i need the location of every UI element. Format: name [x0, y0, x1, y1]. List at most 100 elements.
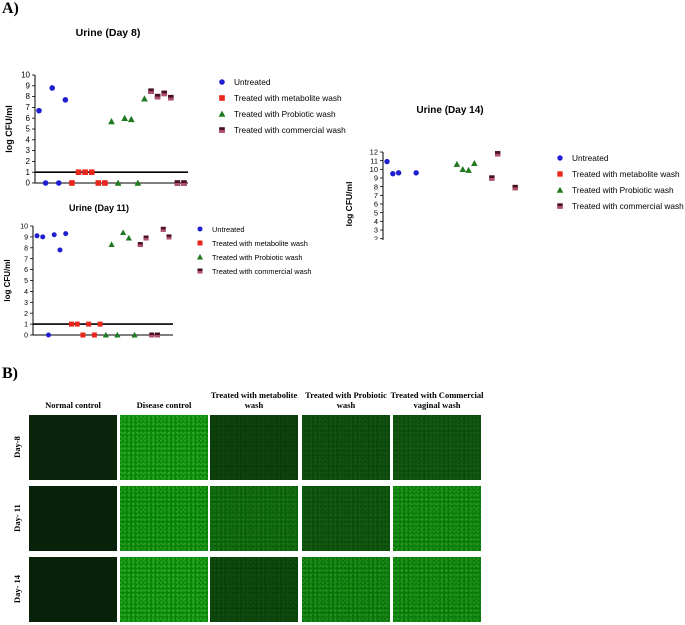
- data-point: [75, 169, 82, 175]
- chart-urine-day8: Urine (Day 8) 0 1 2 3 45 6 7 8 910 log CFU/ml Untre…: [4, 27, 346, 188]
- micrograph-tile: [120, 486, 208, 551]
- legend-marker: [197, 240, 203, 246]
- data-point: [114, 179, 122, 186]
- y-tick-label: 5: [374, 208, 378, 217]
- y-tick-label: 1: [26, 168, 31, 177]
- micrograph-tile: [302, 486, 390, 551]
- data-point: [131, 331, 138, 338]
- legend-label: Treated with Probiotic wash: [212, 253, 303, 262]
- y-tick-label: 6: [374, 200, 378, 209]
- y-tick-label: 8: [374, 182, 378, 191]
- data-point: [125, 234, 132, 241]
- data-point: [459, 166, 467, 173]
- y-tick-label: 2: [24, 311, 28, 318]
- chart-title: Urine (Day 8): [76, 27, 141, 39]
- legend-label: Treated with metabolite wash: [234, 93, 342, 103]
- chart-title: Urine (Day 11): [69, 203, 129, 213]
- data-point: [114, 331, 121, 338]
- y-axis-label: log CFU/ml: [3, 259, 12, 301]
- y-tick-label: 5: [24, 278, 28, 285]
- data-point: [453, 160, 461, 167]
- legend-marker: [219, 127, 225, 133]
- y-tick-label: 7: [374, 191, 378, 200]
- legend-label: Treated with Probiotic wash: [234, 109, 336, 119]
- y-tick-label: 10: [21, 71, 30, 80]
- y-tick-label: 0: [24, 333, 28, 340]
- y-tick-label: 4: [26, 135, 31, 144]
- micrograph-tile: [210, 415, 298, 480]
- data-point: [51, 232, 57, 238]
- data-point: [34, 233, 40, 239]
- y-tick-label: 11: [370, 156, 378, 165]
- y-tick-label: 7: [24, 256, 28, 263]
- data-point: [36, 107, 42, 114]
- y-tick-label: 12: [370, 148, 378, 157]
- data-point: [102, 180, 108, 186]
- y-axis-label: log CFU/ml: [4, 105, 14, 153]
- y-tick-label: 1: [24, 322, 28, 329]
- micrograph-tile: [393, 415, 481, 480]
- data-point: [168, 94, 174, 101]
- data-point: [40, 234, 46, 240]
- y-tick-label: 8: [26, 92, 31, 101]
- legend-label: Untreated: [234, 77, 271, 87]
- y-tick-label: 3: [26, 146, 31, 155]
- data-point: [88, 169, 95, 175]
- legend-label: Untreated: [572, 153, 609, 163]
- data-point: [108, 241, 115, 248]
- micrograph-tile: [120, 415, 208, 480]
- micrograph-column-label: Treated with metabolite wash: [210, 390, 298, 410]
- data-point: [148, 88, 154, 94]
- legend-label: Treated with commercial wash: [212, 267, 312, 276]
- micrograph-row-label: Day- 14: [12, 574, 22, 603]
- y-tick-label: 4: [24, 289, 28, 296]
- legend-label: Treated with commercial wash: [572, 201, 684, 211]
- micrograph-tile: [29, 486, 117, 551]
- data-point: [494, 151, 501, 157]
- data-point: [45, 332, 51, 338]
- data-point: [384, 158, 390, 165]
- data-point: [174, 180, 181, 186]
- data-point: [149, 332, 155, 338]
- legend-label: Treated with Probiotic wash: [572, 185, 674, 195]
- data-point: [63, 231, 69, 237]
- data-point: [127, 115, 135, 123]
- data-point: [91, 332, 97, 338]
- y-tick-label: 8: [24, 245, 28, 252]
- micrograph-column-label: Treated with Commercial vaginal wash: [390, 390, 484, 410]
- y-tick-label: 9: [374, 174, 378, 183]
- data-point: [489, 175, 495, 181]
- y-tick-label: 10: [370, 165, 378, 174]
- legend-marker: [218, 110, 226, 117]
- micrograph-tile: [210, 486, 298, 551]
- y-tick-label: 2: [374, 234, 378, 240]
- y-tick-label: 9: [26, 81, 31, 90]
- data-point: [161, 90, 168, 97]
- chart-urine-day14: Urine (Day 14)0123456789101112log CFU/ml…: [344, 105, 684, 240]
- data-point: [471, 159, 478, 166]
- data-point: [82, 169, 88, 175]
- data-point: [42, 180, 49, 186]
- data-point: [141, 95, 148, 102]
- legend-label: Treated with commercial wash: [234, 125, 346, 135]
- legend-marker: [557, 155, 563, 161]
- micrograph-column-label: Treated with Probiotic wash: [305, 390, 387, 410]
- data-point: [160, 226, 166, 232]
- data-point: [119, 229, 127, 236]
- data-point: [108, 118, 115, 125]
- y-axis-label: log CFU/ml: [344, 182, 354, 227]
- data-point: [155, 332, 161, 338]
- data-point: [137, 242, 143, 248]
- data-point: [55, 180, 62, 186]
- y-tick-label: 0: [26, 179, 31, 188]
- legend-marker: [219, 95, 225, 101]
- data-point: [69, 180, 75, 186]
- data-point: [86, 321, 92, 327]
- micrograph-tile: [302, 557, 390, 622]
- legend-label: Treated with metabolite wash: [212, 239, 308, 248]
- micrograph-tile: [120, 557, 208, 622]
- data-point: [395, 170, 402, 176]
- micrograph-column-label: Disease control: [136, 400, 192, 410]
- data-point: [62, 97, 69, 103]
- y-tick-label: 9: [24, 235, 28, 242]
